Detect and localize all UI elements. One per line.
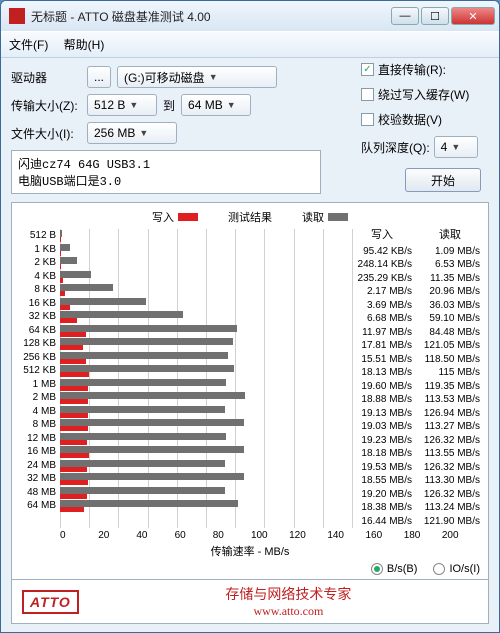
chart-title: 测试结果 <box>228 212 272 224</box>
maximize-button[interactable]: ☐ <box>421 7 449 25</box>
verify-label: 校验数据(V) <box>378 111 442 128</box>
legend-write-swatch <box>178 213 198 221</box>
bypass-checkbox[interactable] <box>361 88 374 101</box>
drive-label: 驱动器 <box>11 69 81 86</box>
drive-select[interactable]: (G:)可移动磁盘▼ <box>117 66 277 88</box>
menubar: 文件(F) 帮助(H) <box>1 31 499 58</box>
queue-label: 队列深度(Q): <box>361 139 430 156</box>
drive-browse-button[interactable]: ... <box>87 66 111 88</box>
legend-read-swatch <box>328 213 348 221</box>
col-write-header: 写入 <box>352 229 412 243</box>
x-axis-label: 传输速率 - MB/s <box>20 543 480 559</box>
footer-url: www.atto.com <box>99 604 478 619</box>
queue-select[interactable]: 4▼ <box>434 136 478 158</box>
window-title: 无标题 - ATTO 磁盘基准测试 4.00 <box>31 8 391 25</box>
bar-row <box>60 486 352 500</box>
bar-row <box>60 472 352 486</box>
file-label: 文件大小(I): <box>11 125 81 142</box>
legend-read-label: 读取 <box>302 209 324 225</box>
menu-file[interactable]: 文件(F) <box>9 36 48 53</box>
file-size-select[interactable]: 256 MB▼ <box>87 122 177 144</box>
bar-row <box>60 351 352 365</box>
bar-row <box>60 445 352 459</box>
bar-row <box>60 229 352 243</box>
legend-write-label: 写入 <box>152 209 174 225</box>
app-icon <box>9 8 25 24</box>
atto-logo: ATTO <box>22 590 79 614</box>
col-read-header: 读取 <box>420 229 480 243</box>
bar-row <box>60 310 352 324</box>
bar-row <box>60 459 352 473</box>
bar-row <box>60 256 352 270</box>
bar-row <box>60 432 352 446</box>
minimize-button[interactable]: — <box>391 7 419 25</box>
results-chart: 写入 测试结果 读取 512 B1 KB2 KB4 KB8 KB16 KB32 … <box>11 202 489 580</box>
xfer-label: 传输大小(Z): <box>11 97 81 114</box>
radio-bs[interactable] <box>371 563 383 575</box>
bar-row <box>60 283 352 297</box>
direct-checkbox[interactable]: ✓ <box>361 63 374 76</box>
footer: ATTO 存储与网络技术专家 www.atto.com <box>11 580 489 624</box>
xfer-to-select[interactable]: 64 MB▼ <box>181 94 251 116</box>
direct-label: 直接传输(R): <box>378 61 446 78</box>
bar-row <box>60 499 352 513</box>
bar-row <box>60 364 352 378</box>
close-button[interactable]: ✕ <box>451 7 495 25</box>
bypass-label: 绕过写入缓存(W) <box>378 86 469 103</box>
bar-row <box>60 391 352 405</box>
bar-row <box>60 270 352 284</box>
xfer-from-select[interactable]: 512 B▼ <box>87 94 157 116</box>
notes-textarea[interactable] <box>11 150 321 194</box>
verify-checkbox[interactable] <box>361 113 374 126</box>
start-button[interactable]: 开始 <box>405 168 481 192</box>
bar-row <box>60 243 352 257</box>
bar-row <box>60 324 352 338</box>
bar-row <box>60 418 352 432</box>
bar-row <box>60 405 352 419</box>
radio-io[interactable] <box>433 563 445 575</box>
bar-row <box>60 297 352 311</box>
xfer-mid-label: 到 <box>163 97 175 114</box>
footer-tagline: 存储与网络技术专家 <box>225 588 351 603</box>
menu-help[interactable]: 帮助(H) <box>64 36 105 53</box>
bar-row <box>60 337 352 351</box>
titlebar: 无标题 - ATTO 磁盘基准测试 4.00 — ☐ ✕ <box>1 1 499 31</box>
bar-row <box>60 378 352 392</box>
